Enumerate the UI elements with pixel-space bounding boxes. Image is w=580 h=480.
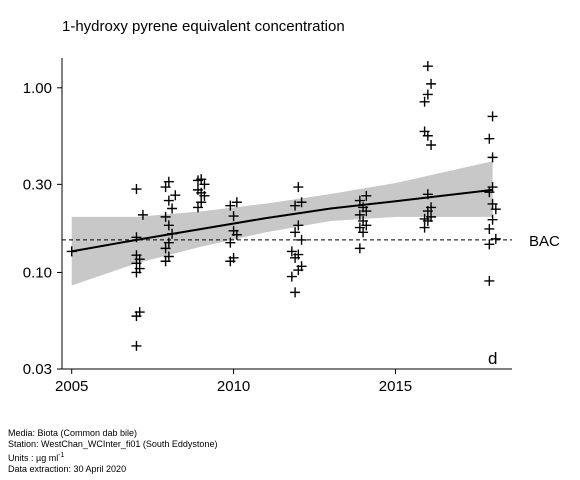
footer-station: Station: WestChan_WCInter_fi01 (South Ed… xyxy=(8,439,218,449)
data-point xyxy=(131,340,142,351)
data-point xyxy=(426,211,437,222)
reference-line-layer: BAC xyxy=(62,233,560,250)
data-point xyxy=(225,200,236,211)
data-point xyxy=(487,182,498,193)
y-tick-label: 0.10 xyxy=(23,264,52,281)
footer-units-exponent: -1 xyxy=(58,452,65,459)
data-point xyxy=(484,275,495,286)
data-point xyxy=(192,202,203,213)
data-point xyxy=(170,190,181,201)
data-point xyxy=(419,126,430,137)
y-tick-label: 1.00 xyxy=(23,80,52,97)
data-point xyxy=(361,190,372,201)
data-point xyxy=(296,197,307,208)
data-point xyxy=(293,249,304,260)
data-point xyxy=(167,228,178,239)
chart-title: 1-hydroxy pyrene equivalent concentratio… xyxy=(62,18,345,35)
data-point xyxy=(422,61,433,72)
data-point xyxy=(484,239,495,250)
data-point xyxy=(296,261,307,272)
data-point xyxy=(66,246,77,257)
data-point xyxy=(293,220,304,231)
data-point xyxy=(484,187,495,198)
data-point xyxy=(487,111,498,122)
data-point xyxy=(290,287,301,298)
data-point xyxy=(231,197,242,208)
data-point xyxy=(419,96,430,107)
data-point xyxy=(196,174,207,185)
scatter-chart: BAC 0.03 0.10 0.30 1.00 2005 2010 2015 d xyxy=(23,58,560,395)
data-point xyxy=(487,214,498,225)
data-point xyxy=(426,202,437,213)
data-point xyxy=(225,237,236,248)
data-point xyxy=(422,189,433,200)
chart-footer: Media: Biota (Common dab bile) Station: … xyxy=(8,428,217,475)
data-point xyxy=(484,133,495,144)
data-point xyxy=(167,203,178,214)
data-point xyxy=(354,243,365,254)
axes-layer: 0.03 0.10 0.30 1.00 2005 2010 2015 xyxy=(23,58,512,395)
data-point xyxy=(419,222,430,233)
confidence-band-layer xyxy=(71,161,493,286)
confidence-band xyxy=(71,161,493,286)
data-point xyxy=(290,200,301,211)
data-point xyxy=(163,237,174,248)
y-tick-label: 0.03 xyxy=(23,361,52,378)
data-point xyxy=(354,222,365,233)
data-point xyxy=(131,184,142,195)
data-point xyxy=(228,211,239,222)
footer-units-text: Units : µg ml xyxy=(8,453,59,463)
data-point xyxy=(134,307,145,318)
y-tick-label: 0.30 xyxy=(23,176,52,193)
data-points-layer xyxy=(66,61,501,351)
data-point xyxy=(228,252,239,263)
data-point xyxy=(358,215,369,226)
data-point xyxy=(426,78,437,89)
data-point xyxy=(358,202,369,213)
data-point xyxy=(354,209,365,220)
data-point xyxy=(293,182,304,193)
data-point xyxy=(192,184,203,195)
bac-label: BAC xyxy=(529,233,560,250)
data-point xyxy=(163,176,174,187)
data-point xyxy=(490,233,501,244)
data-point xyxy=(228,225,239,236)
data-point xyxy=(419,213,430,224)
footer-media: Media: Biota (Common dab bile) xyxy=(8,428,138,438)
data-point xyxy=(354,195,365,206)
data-point xyxy=(487,152,498,163)
x-tick-label: 2015 xyxy=(379,378,412,395)
data-point xyxy=(137,209,148,220)
data-point xyxy=(163,251,174,262)
panel-label: d xyxy=(488,349,497,368)
data-point xyxy=(134,263,145,274)
x-tick-label: 2010 xyxy=(217,378,250,395)
data-point xyxy=(296,234,307,245)
data-point xyxy=(484,223,495,234)
footer-units: Units : µg ml-1 xyxy=(8,450,217,464)
data-point xyxy=(290,227,301,238)
data-point xyxy=(286,246,297,257)
data-point xyxy=(196,197,207,208)
footer-extraction: Data extraction: 30 April 2020 xyxy=(8,464,127,474)
data-point xyxy=(163,195,174,206)
data-point xyxy=(422,89,433,100)
data-point xyxy=(490,204,501,215)
data-point xyxy=(163,220,174,231)
data-point xyxy=(286,271,297,282)
data-point xyxy=(160,211,171,222)
x-tick-label: 2005 xyxy=(55,378,88,395)
data-point xyxy=(131,232,142,243)
data-point xyxy=(426,140,437,151)
data-point xyxy=(487,198,498,209)
data-point xyxy=(131,250,142,261)
data-point xyxy=(199,179,210,190)
data-point xyxy=(160,243,171,254)
data-point xyxy=(160,182,171,193)
